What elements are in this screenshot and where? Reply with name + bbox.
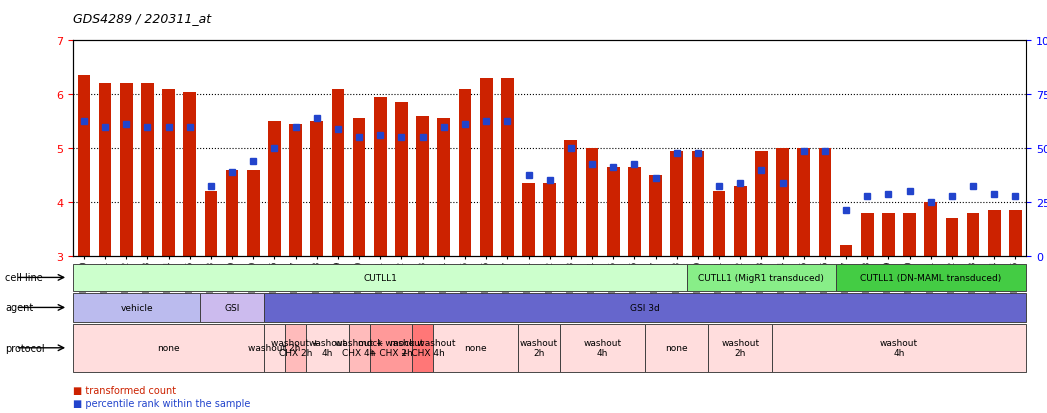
- Bar: [183, 92, 196, 256]
- Bar: [691, 151, 705, 256]
- Bar: [438, 119, 450, 256]
- Bar: [522, 183, 535, 256]
- Bar: [607, 167, 620, 256]
- Text: mock washout
+ CHX 4h: mock washout + CHX 4h: [389, 338, 455, 358]
- Text: washout
4h: washout 4h: [308, 338, 347, 358]
- Text: none: none: [666, 344, 688, 352]
- Text: mock washout
+ CHX 2h: mock washout + CHX 2h: [358, 338, 424, 358]
- Bar: [247, 170, 260, 256]
- Text: vehicle: vehicle: [120, 303, 153, 312]
- Bar: [882, 213, 895, 256]
- Bar: [289, 124, 302, 256]
- Text: washout +
CHX 4h: washout + CHX 4h: [335, 338, 383, 358]
- Text: ■ percentile rank within the sample: ■ percentile rank within the sample: [73, 398, 250, 408]
- Bar: [628, 167, 641, 256]
- Text: agent: agent: [5, 303, 34, 313]
- Bar: [585, 149, 599, 256]
- Bar: [353, 119, 365, 256]
- Bar: [204, 192, 218, 256]
- Bar: [904, 213, 916, 256]
- Text: GSI: GSI: [224, 303, 240, 312]
- Bar: [670, 151, 683, 256]
- Bar: [798, 149, 810, 256]
- Bar: [459, 90, 471, 256]
- Bar: [840, 245, 852, 256]
- Text: none: none: [464, 344, 487, 352]
- Text: cell line: cell line: [5, 273, 43, 283]
- Bar: [226, 170, 239, 256]
- Bar: [713, 192, 726, 256]
- Bar: [162, 90, 175, 256]
- Text: washout
2h: washout 2h: [721, 338, 759, 358]
- Bar: [395, 103, 408, 256]
- Bar: [564, 140, 577, 256]
- Bar: [755, 151, 767, 256]
- Text: none: none: [157, 344, 180, 352]
- Bar: [374, 97, 386, 256]
- Bar: [543, 183, 556, 256]
- Bar: [310, 122, 324, 256]
- Bar: [98, 84, 111, 256]
- Text: ■ transformed count: ■ transformed count: [73, 385, 176, 395]
- Bar: [480, 79, 492, 256]
- Bar: [500, 79, 514, 256]
- Text: GDS4289 / 220311_at: GDS4289 / 220311_at: [73, 12, 211, 25]
- Bar: [77, 76, 90, 256]
- Bar: [1009, 210, 1022, 256]
- Bar: [861, 213, 873, 256]
- Bar: [819, 149, 831, 256]
- Text: protocol: protocol: [5, 343, 45, 353]
- Text: CUTLL1: CUTLL1: [363, 273, 397, 282]
- Bar: [268, 122, 281, 256]
- Bar: [776, 149, 789, 256]
- Bar: [945, 218, 958, 256]
- Text: washout
4h: washout 4h: [583, 338, 622, 358]
- Bar: [119, 84, 133, 256]
- Bar: [966, 213, 980, 256]
- Text: CUTLL1 (DN-MAML transduced): CUTLL1 (DN-MAML transduced): [861, 273, 1001, 282]
- Bar: [988, 210, 1001, 256]
- Text: washout
4h: washout 4h: [879, 338, 918, 358]
- Bar: [417, 116, 429, 256]
- Text: washout +
CHX 2h: washout + CHX 2h: [271, 338, 319, 358]
- Bar: [141, 84, 154, 256]
- Bar: [734, 186, 747, 256]
- Text: CUTLL1 (MigR1 transduced): CUTLL1 (MigR1 transduced): [698, 273, 824, 282]
- Bar: [332, 90, 344, 256]
- Bar: [925, 202, 937, 256]
- Bar: [649, 176, 662, 256]
- Text: GSI 3d: GSI 3d: [630, 303, 660, 312]
- Text: washout 2h: washout 2h: [248, 344, 300, 352]
- Text: washout
2h: washout 2h: [520, 338, 558, 358]
